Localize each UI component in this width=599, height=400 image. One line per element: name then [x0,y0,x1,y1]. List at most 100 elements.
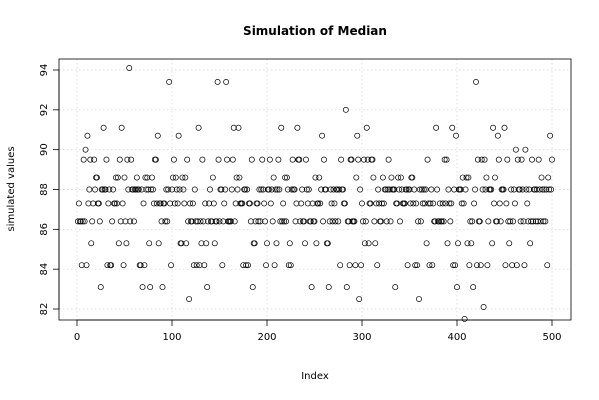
data-point [286,240,293,247]
data-point [272,186,279,193]
data-point [479,186,486,193]
data-point [494,132,501,139]
data-point [307,218,314,225]
data-point [492,174,498,181]
data-point [316,174,323,181]
data-point [500,186,507,193]
data-point [513,262,520,269]
data-point [195,124,202,131]
data-point [276,186,283,193]
data-point [542,218,549,225]
data-point [266,156,273,163]
data-point [411,186,418,193]
data-point [179,174,186,181]
data-point [496,200,503,207]
data-point [506,240,513,247]
data-point [345,218,352,225]
data-point [216,218,223,225]
data-point [112,200,118,207]
data-point [174,200,181,207]
data-point [472,186,478,193]
data-point [192,218,199,225]
data-point [189,200,196,207]
data-point [154,132,161,139]
data-point [90,200,97,207]
data-point [434,186,440,193]
data-point [520,218,527,225]
data-point [396,186,402,193]
data-point [360,218,366,225]
data-point [533,186,540,193]
data-point [194,218,201,225]
data-point [477,262,484,269]
data-point [548,186,555,193]
data-point [444,240,451,247]
data-point [158,218,165,225]
data-point [544,262,551,269]
data-point [457,186,464,193]
data-point [422,186,429,193]
data-point [495,156,502,163]
data-point [159,284,166,291]
data-point [417,186,423,193]
data-point [77,218,84,225]
data-point [137,262,144,269]
data-point [336,186,343,193]
data-point [406,186,413,193]
data-point [430,200,437,207]
data-point [474,156,481,163]
data-point [190,262,197,269]
data-point [163,186,170,193]
data-point [536,186,543,193]
data-point [398,174,404,181]
data-point [260,186,267,193]
data-point [471,200,478,207]
data-point [327,186,334,193]
data-point [447,218,454,225]
data-point [128,156,135,163]
y-tick-label: 84 [39,263,50,276]
data-point [464,240,471,247]
data-point [305,186,312,193]
data-point [199,156,206,163]
data-point [512,200,518,207]
data-point [462,186,469,193]
data-point [522,146,529,153]
data-point [205,218,212,225]
data-point [374,262,381,269]
x-axis-label: Index [301,371,329,382]
data-point [452,262,459,269]
data-point [315,200,322,207]
data-point [467,218,474,225]
data-point [105,200,112,207]
data-point [143,186,150,193]
data-point [351,218,358,225]
data-point [461,316,468,322]
chart-title: Simulation of Median [243,24,387,38]
data-point [317,200,324,207]
data-point [229,156,236,163]
data-point [149,174,155,181]
data-point [438,218,445,225]
data-point [529,156,536,163]
data-point [410,200,417,207]
data-point [326,218,333,225]
data-point [242,186,249,193]
data-point [549,156,555,163]
data-point [280,200,287,207]
data-point [228,186,235,193]
data-point [277,218,284,225]
data-point [340,186,346,193]
data-point [311,218,318,225]
data-point [120,262,127,269]
data-point [512,146,519,153]
data-point [203,240,210,247]
data-point [83,262,90,269]
data-point [507,218,514,225]
data-point [262,218,269,225]
data-point [404,262,411,269]
data-point [531,186,538,193]
data-point [363,124,370,131]
data-point [425,200,432,207]
